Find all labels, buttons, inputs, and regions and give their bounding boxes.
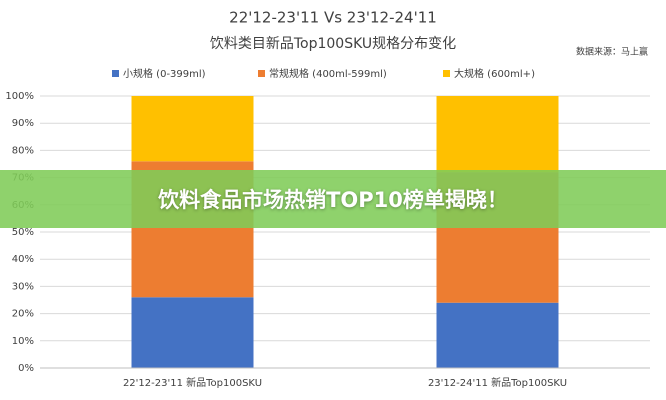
legend-label: 大规格 (600ml+): [454, 67, 535, 80]
bar-segment: [131, 96, 254, 162]
legend-swatch: [258, 70, 265, 77]
legend-label: 常规规格 (400ml-599ml): [269, 67, 387, 80]
legend-swatch: [443, 70, 450, 77]
x-tick-label: 22'12-23'11 新品Top100SKU: [123, 376, 262, 389]
y-tick-label: 40%: [12, 254, 34, 265]
y-tick-label: 10%: [12, 336, 34, 347]
bar-segment: [131, 297, 254, 368]
legend-label: 小规格 (0-399ml): [123, 67, 206, 80]
banner: 饮料食品市场热销TOP10榜单揭晓！: [0, 170, 666, 228]
y-tick-label: 30%: [12, 281, 34, 292]
x-tick-label: 23'12-24'11 新品Top100SKU: [428, 376, 567, 389]
y-tick-label: 90%: [12, 118, 34, 129]
y-tick-label: 0%: [18, 363, 34, 374]
banner-text: 饮料食品市场热销TOP10榜单揭晓！: [158, 188, 508, 212]
y-tick-label: 80%: [12, 145, 34, 156]
chart-title: 22'12-23'11 Vs 23'12-24'11: [229, 9, 437, 27]
source-note: 数据来源：马上赢: [576, 46, 648, 58]
bar-segment: [436, 96, 559, 173]
y-tick-label: 20%: [12, 309, 34, 320]
y-tick-label: 100%: [5, 91, 34, 102]
y-tick-label: 50%: [12, 227, 34, 238]
legend-swatch: [112, 70, 119, 77]
chart-subtitle: 饮料类目新品Top100SKU规格分布变化: [210, 36, 456, 52]
bar-segment: [436, 302, 559, 368]
